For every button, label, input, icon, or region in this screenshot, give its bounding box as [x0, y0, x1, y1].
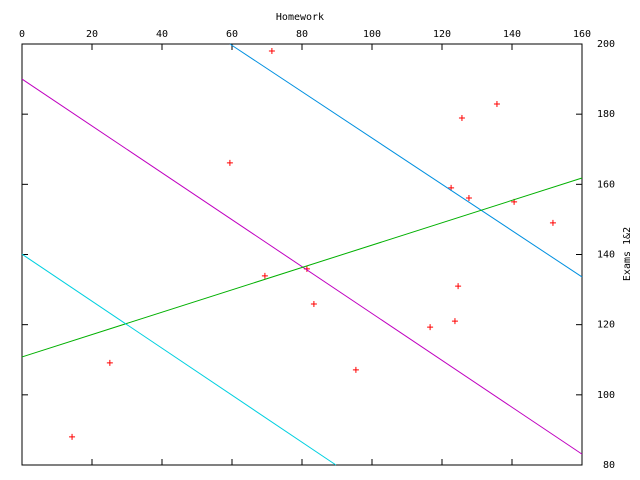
y-tick-label: 100: [597, 390, 615, 401]
x-tick-label: 160: [573, 29, 591, 40]
x-axis-label: Homework: [276, 12, 324, 23]
x-tick-label: 100: [363, 29, 381, 40]
point: [427, 324, 434, 331]
point: [69, 433, 76, 440]
line: [21, 177, 583, 358]
y-tick-label: 200: [597, 39, 615, 50]
point: [261, 272, 268, 279]
point: [310, 300, 317, 307]
point: [451, 318, 458, 325]
line: [21, 253, 337, 466]
point: [458, 115, 465, 122]
plot-border: [21, 43, 583, 466]
point: [352, 366, 359, 373]
point: [465, 195, 472, 202]
y-tick-label: 140: [597, 250, 615, 261]
point: [106, 359, 113, 366]
y-tick-label: 160: [597, 179, 615, 190]
point: [268, 48, 275, 55]
point: [226, 159, 233, 166]
x-tick-label: 80: [296, 29, 308, 40]
y-axis-label: Exams 1&2: [622, 227, 633, 281]
y-tick-label: 80: [603, 460, 615, 471]
y-tick-label: 120: [597, 320, 615, 331]
x-tick-label: 60: [226, 29, 238, 40]
point: [493, 100, 500, 107]
x-tick-label: 40: [156, 29, 168, 40]
x-tick-label: 140: [503, 29, 521, 40]
point: [549, 219, 556, 226]
line: [229, 43, 583, 278]
x-tick-label: 20: [86, 29, 98, 40]
point: [455, 283, 462, 290]
line: [21, 78, 583, 455]
y-tick-label: 180: [597, 109, 615, 120]
x-tick-label: 0: [19, 29, 25, 40]
x-tick-label: 120: [433, 29, 451, 40]
